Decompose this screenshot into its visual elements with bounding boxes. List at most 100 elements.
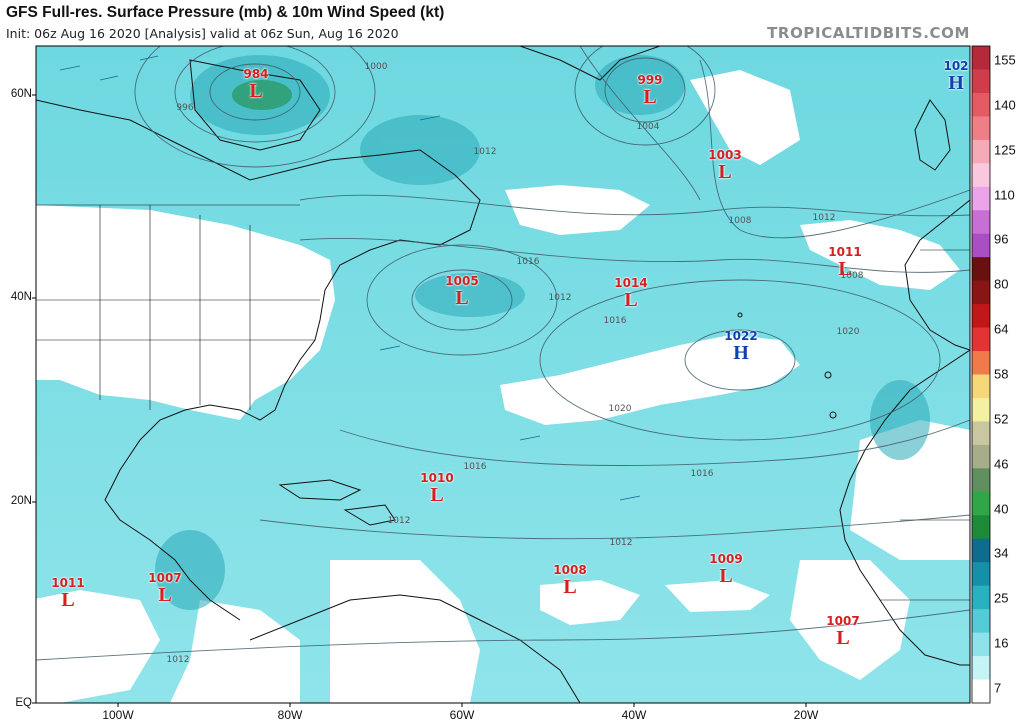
pressure-value: 1007	[148, 571, 182, 585]
low-pressure-marker: 1011 L	[828, 246, 861, 279]
colorbar-swatch	[972, 257, 990, 282]
low-pressure-marker: 1007 L	[826, 615, 859, 648]
system-letter: L	[624, 289, 638, 311]
low-pressure-marker: 1008 L	[553, 564, 586, 597]
lon-label-40w: 40W	[621, 708, 647, 722]
low-pressure-marker: 984 L	[243, 68, 268, 101]
colorbar-swatch	[972, 515, 990, 540]
colorbar-tick-label: 16	[994, 635, 1009, 651]
intense-wind-core	[232, 80, 292, 110]
pressure-value: 1011	[828, 245, 862, 259]
pressure-value: 1014	[614, 276, 648, 290]
pressure-value: 1022	[724, 329, 758, 343]
map-title: GFS Full-res. Surface Pressure (mb) & 10…	[6, 4, 445, 21]
colorbar-tick-label: 80	[994, 276, 1009, 292]
wind-streaks	[59, 55, 641, 501]
colorbar-tick-label: 46	[994, 456, 1009, 472]
lon-label-80w: 80W	[277, 708, 303, 722]
lon-label-20w: 20W	[793, 708, 819, 722]
system-letter: L	[249, 80, 263, 102]
brand-watermark: TROPICALTIDBITS.COM	[767, 24, 970, 42]
colorbar-swatch	[972, 562, 990, 587]
colorbar-swatch	[972, 679, 990, 704]
isobar-label: 1016	[690, 469, 714, 479]
low-pressure-marker: 1009 L	[709, 553, 742, 586]
colorbar-swatch	[972, 163, 990, 188]
colorbar-tick-label: 25	[994, 590, 1009, 606]
low-pressure-marker: 1014 L	[614, 277, 647, 310]
colorbar-swatch	[972, 46, 990, 70]
low-pressure-marker: 1005 L	[445, 275, 478, 308]
low-pressure-marker: 1007 L	[148, 572, 181, 605]
axis-ticks	[32, 94, 807, 707]
isobar-label: 1012	[166, 655, 190, 665]
pressure-value: 1008	[553, 563, 587, 577]
isobar-label: 1008	[728, 216, 752, 226]
isobar-label: 1012	[812, 213, 836, 223]
isobar-label: 1012	[548, 293, 572, 303]
pressure-value: 1007	[826, 614, 860, 628]
colorbar-swatch	[972, 280, 990, 305]
wind-speed-colorbar	[971, 45, 991, 704]
colorbar-swatch	[972, 139, 990, 164]
lat-label-60n: 60N	[10, 88, 32, 100]
isobar-label: 996	[176, 103, 194, 113]
colorbar-tick-label: 7	[994, 680, 1002, 696]
isobar-label: 1016	[463, 462, 487, 472]
colorbar-swatch	[972, 69, 990, 94]
pressure-value: 999	[637, 73, 663, 87]
isobar-label: 1012	[473, 147, 497, 157]
colorbar-swatch	[972, 210, 990, 235]
isobar-label: 1008	[840, 271, 864, 281]
isobar-label: 1012	[609, 538, 633, 548]
lat-label-eq: EQ	[15, 697, 32, 709]
colorbar-swatch	[972, 374, 990, 399]
colorbar-swatch	[972, 656, 990, 681]
pressure-value: 1009	[709, 552, 743, 566]
coastlines	[36, 46, 970, 703]
pressure-value: 1005	[445, 274, 479, 288]
lon-label-60w: 60W	[449, 708, 475, 722]
colorbar-frame	[971, 45, 991, 704]
pressure-value: 102	[943, 59, 969, 73]
system-letter: L	[718, 161, 732, 183]
low-pressure-marker: 1010 L	[420, 472, 453, 505]
colorbar-swatch	[972, 609, 990, 634]
colorbar-swatch	[972, 92, 990, 117]
colorbar-swatch	[972, 468, 990, 493]
isobar-label: 1004	[636, 122, 660, 132]
colorbar-tick-label: 155	[994, 52, 1016, 68]
system-letter: L	[836, 627, 850, 649]
pressure-value: 984	[243, 67, 269, 81]
colorbar-tick-label: 110	[994, 187, 1015, 203]
pressure-value: 1010	[420, 471, 454, 485]
political-borders	[36, 204, 970, 601]
colorbar-tick-label: 96	[994, 231, 1009, 247]
colorbar-swatch	[972, 327, 990, 352]
isobar-label: 1016	[603, 316, 627, 326]
lat-label-40n: 40N	[10, 291, 32, 303]
colorbar-tick-label: 58	[994, 366, 1009, 382]
system-letter: L	[61, 589, 75, 611]
colorbar-swatch	[972, 397, 990, 422]
colorbar-swatch	[972, 304, 990, 329]
colorbar-tick-label: 64	[994, 321, 1009, 337]
plot-frame	[35, 45, 971, 704]
pressure-value: 1011	[51, 576, 85, 590]
low-pressure-marker: 1003 L	[708, 149, 741, 182]
isobar-label: 1020	[836, 327, 860, 337]
colorbar-tick-label: 125	[994, 142, 1016, 158]
map-subtitle: Init: 06z Aug 16 2020 [Analysis] valid a…	[6, 26, 399, 41]
low-pressure-marker: 1011 L	[51, 577, 84, 610]
colorbar-tick-label: 52	[994, 411, 1009, 427]
isobar-label: 1016	[516, 257, 540, 267]
colorbar-tick-label: 140	[994, 97, 1016, 113]
system-letter: L	[455, 287, 469, 309]
isobars	[36, 46, 970, 661]
colorbar-swatch	[972, 538, 990, 563]
lat-label-20n: 20N	[10, 495, 32, 507]
high-pressure-marker: 102 H	[943, 60, 968, 93]
colorbar-tick-label: 40	[994, 501, 1009, 517]
lon-label-100w: 100W	[102, 708, 134, 722]
